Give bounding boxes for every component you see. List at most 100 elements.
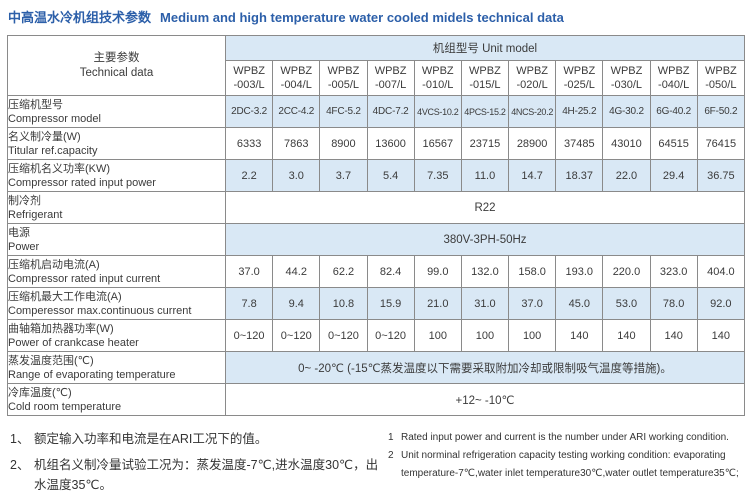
row-label-zh: 蒸发温度范围(℃) — [8, 354, 94, 367]
value-cell: 4G-30.2 — [602, 95, 651, 128]
value-cell: 140 — [602, 319, 651, 352]
model-column-header-line: -015/L — [469, 79, 501, 91]
value-cell: 31.0 — [460, 287, 510, 320]
model-column-header-line: WPBZ — [233, 65, 265, 77]
row-span-value: +12~ -10℃ — [225, 383, 745, 416]
row-label: 压缩机最大工作电流(A) Comperessor max.continuous c… — [7, 287, 226, 320]
header-models-row: WPBZ -003/L WPBZ -004/L WPBZ -005/L WPBZ -007/L… — [8, 60, 746, 96]
value-cell: 78.0 — [649, 287, 698, 320]
row-label-en: Refrigerant — [8, 208, 63, 221]
model-column-header-line: WPBZ — [704, 65, 737, 77]
value-cell: 76415 — [696, 127, 746, 160]
row-label-en: Titular ref.capacity — [8, 144, 98, 157]
row-span-value: 0~ -20℃ (-15℃蒸发温度以下需要采取附加冷却或限制吸气温度等措施)。 — [225, 351, 745, 384]
value-cell: 15.9 — [366, 287, 415, 320]
model-column-header-line: WPBZ — [374, 65, 407, 77]
row-label: 压缩机启动电流(A) Compressor rated input current — [7, 255, 226, 288]
header-band-row: 主要参数 Technical data 机组型号 Unit model — [7, 35, 745, 96]
model-column-header-line: WPBZ — [516, 65, 548, 77]
model-column-header: WPBZ -003/L — [224, 60, 274, 96]
row-label-en: Compressor model — [8, 112, 101, 125]
model-column-header: WPBZ -040/L — [649, 60, 698, 96]
row-label-zh: 电源 — [8, 226, 31, 239]
model-column-header-line: -010/L — [422, 79, 454, 91]
value-cell: 36.75 — [696, 159, 746, 192]
footnotes: 1、 额定输入功率和电流是在ARI工况下的值。 2、 机组名义制冷量试验工况为：蒸发温… — [10, 429, 745, 493]
model-column-header-line: WPBZ — [280, 65, 313, 77]
table-row: 名义制冷量(W) Titular ref.capacity 6333 7863 8900… — [7, 127, 746, 160]
note-number: 1、 — [10, 432, 30, 446]
row-span-value: R22 — [225, 191, 745, 224]
value-cell: 2CC-4.2 — [272, 95, 321, 128]
row-label: 蒸发温度范围(℃) Range of evaporating temperatur… — [7, 351, 226, 384]
row-label: 制冷剂 Refrigerant — [7, 191, 226, 224]
value-cell: 37.0 — [224, 255, 274, 288]
value-cell: 4FC-5.2 — [319, 95, 368, 128]
model-column-header: WPBZ -005/L — [319, 60, 368, 96]
table-row: 蒸发温度范围(℃) Range of evaporating temperatur… — [7, 351, 745, 384]
note-text: Rated input power and current is the num… — [401, 432, 729, 443]
note-text: 机组名义制冷量试验工况为：蒸发温度-7℃,进水温度30℃，出水温度35℃。 — [34, 458, 379, 492]
row-label-en: Compressor rated input current — [8, 272, 161, 285]
model-column-header: WPBZ -020/L — [508, 60, 557, 96]
value-cell: 7863 — [272, 127, 321, 160]
row-label: 冷库温度(℃) Cold room temperature — [7, 383, 226, 416]
row-label-en: Power — [8, 240, 40, 253]
model-column-header-line: WPBZ — [563, 65, 596, 77]
value-cell: 37.0 — [508, 287, 557, 320]
footnotes-english: 1 Rated input power and current is the nu… — [388, 429, 745, 493]
model-column-header: WPBZ -004/L — [272, 60, 321, 96]
value-cell: 404.0 — [696, 255, 746, 288]
value-cell: 3.0 — [272, 159, 321, 192]
table-row: 曲轴箱加热器功率(W) Power of crankcase heater 0~12… — [7, 319, 746, 352]
value-cell: 158.0 — [508, 255, 557, 288]
row-label-en: Comperessor max.continuous current — [8, 304, 192, 317]
model-column-header-line: WPBZ — [610, 65, 643, 77]
value-cell: 6333 — [224, 127, 274, 160]
value-cell: 13600 — [366, 127, 415, 160]
footnotes-chinese: 1、 额定输入功率和电流是在ARI工况下的值。 2、 机组名义制冷量试验工况为：蒸发温… — [10, 429, 388, 493]
value-cell: 22.0 — [602, 159, 651, 192]
value-cell: 92.0 — [696, 287, 746, 320]
table-row: 制冷剂 Refrigerant R22 — [7, 191, 745, 224]
table-row: 压缩机最大工作电流(A) Comperessor max.continuous c… — [7, 287, 746, 320]
row-label-en: Compressor rated input power — [8, 176, 156, 189]
value-cell: 7.8 — [224, 287, 274, 320]
model-column-header: WPBZ -007/L — [366, 60, 415, 96]
value-cell: 62.2 — [319, 255, 368, 288]
model-column-header-line: -040/L — [658, 79, 690, 91]
value-cell: 23715 — [460, 127, 510, 160]
value-cell: 11.0 — [460, 159, 510, 192]
value-cell: 99.0 — [413, 255, 462, 288]
page-title-zh: 中高温水冷机组技术参数 — [8, 10, 152, 25]
value-cell: 28900 — [508, 127, 557, 160]
model-column-header-line: -030/L — [610, 79, 643, 91]
value-cell: 43010 — [602, 127, 651, 160]
row-label: 压缩机名义功率(KW) Compressor rated input power — [7, 159, 226, 192]
model-column-header: WPBZ -015/L — [460, 60, 510, 96]
unit-model-band: 机组型号 Unit model — [225, 35, 745, 61]
model-column-header: WPBZ -025/L — [555, 60, 604, 96]
row-label: 电源 Power — [7, 223, 226, 256]
value-cell: 4DC-7.2 — [366, 95, 415, 128]
page-title: 中高温水冷机组技术参数 Medium and high temperature w… — [8, 7, 751, 26]
row-label-zh: 压缩机型号 — [8, 98, 64, 111]
value-cell: 0~120 — [366, 319, 415, 352]
value-cell: 3.7 — [319, 159, 368, 192]
value-cell: 100 — [413, 319, 462, 352]
value-cell: 44.2 — [272, 255, 321, 288]
row-label-zh: 压缩机名义功率(KW) — [8, 162, 111, 175]
model-column-header-line: -050/L — [705, 79, 737, 91]
value-cell: 4H-25.2 — [555, 95, 604, 128]
value-cell: 53.0 — [602, 287, 651, 320]
value-cell: 0~120 — [224, 319, 274, 352]
value-cell: 45.0 — [555, 287, 604, 320]
corner-header: 主要参数 Technical data — [7, 35, 226, 96]
value-cell: 2.2 — [224, 159, 274, 192]
model-column-header-line: -007/L — [375, 79, 407, 91]
row-label-en: Power of crankcase heater — [8, 336, 139, 349]
value-cell: 16567 — [413, 127, 462, 160]
table-row: 冷库温度(℃) Cold room temperature +12~ -10℃ — [7, 383, 745, 416]
note-item: 1 Rated input power and current is the nu… — [388, 429, 745, 447]
row-label-en: Cold room temperature — [8, 400, 122, 413]
